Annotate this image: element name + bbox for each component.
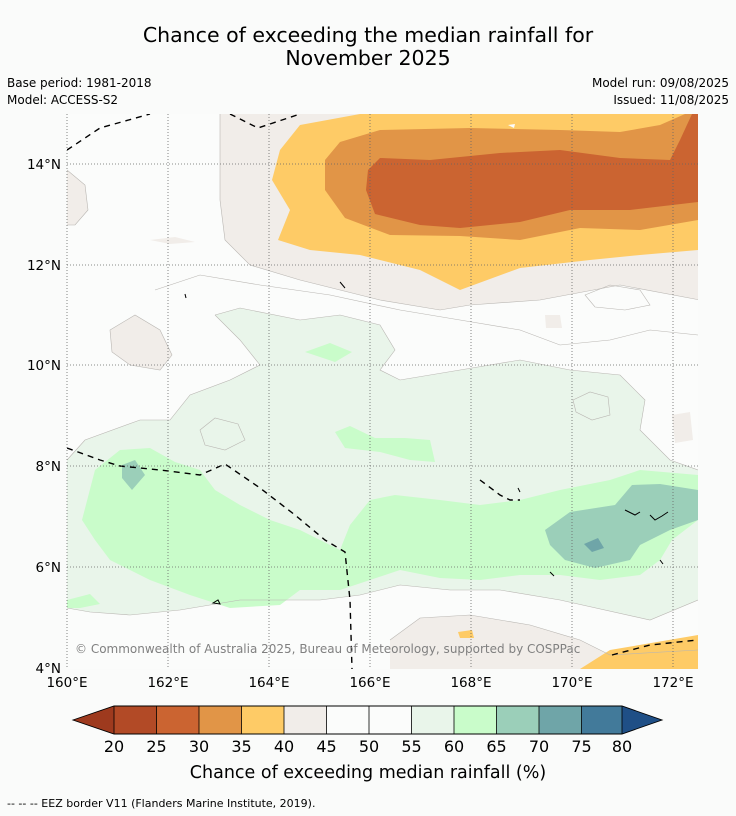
- colorbar-tick-label: 75: [571, 737, 591, 756]
- region-60-65-west: [82, 448, 698, 608]
- colorbar-segment: [539, 706, 582, 734]
- region-60-65-blob2: [335, 426, 435, 462]
- colorbar-tick-label: 20: [104, 737, 124, 756]
- region-45-55-hole: [508, 124, 515, 128]
- region-60-65-blob1: [305, 343, 352, 362]
- rainfall-map: 160°E 162°E 164°E 166°E 168°E 170°E 172°…: [27, 114, 698, 783]
- x-tick-label: 164°E: [248, 675, 289, 691]
- colorbar-tick-label: 40: [274, 737, 294, 756]
- y-tick-label: 10°N: [27, 358, 61, 374]
- colorbar-segment: [326, 706, 369, 734]
- colorbar-tick-label: 50: [359, 737, 379, 756]
- colorbar-tick-label: 70: [529, 737, 549, 756]
- colorbar-segment: [284, 706, 327, 734]
- colorbar-tick-label: 35: [231, 737, 251, 756]
- colorbar-segment: [581, 706, 622, 734]
- y-tick-label: 12°N: [27, 258, 61, 274]
- region-40-45-left: [110, 315, 172, 370]
- colorbar-tick-label: 60: [444, 737, 464, 756]
- colorbar-tick-label: 25: [146, 737, 166, 756]
- colorbar-segment: [156, 706, 199, 734]
- region-25-30: [366, 114, 698, 228]
- probability-shading: [67, 114, 698, 669]
- region-65-70-west: [122, 460, 145, 490]
- coastlines: [184, 281, 669, 605]
- model-run-label: Model run: 09/08/2025: [591, 76, 729, 90]
- colorbar-tick-label: 45: [316, 737, 336, 756]
- x-axis-ticks: 160°E 162°E 164°E 166°E 168°E 170°E 172°…: [46, 675, 693, 691]
- x-tick-label: 166°E: [349, 675, 390, 691]
- x-tick-label: 172°E: [652, 675, 693, 691]
- y-tick-label: 8°N: [36, 459, 61, 475]
- region-40-45-west: [67, 170, 88, 225]
- colorbar-tick-label: 65: [486, 737, 506, 756]
- issued-label: Issued: 11/08/2025: [613, 93, 729, 107]
- colorbar-segment: [411, 706, 454, 734]
- y-tick-label: 4°N: [36, 661, 61, 677]
- x-tick-label: 160°E: [46, 675, 87, 691]
- colorbar-title: Chance of exceeding median rainfall (%): [190, 763, 546, 783]
- region-40-45-small: [150, 237, 195, 244]
- region-65-70-east: [545, 484, 698, 568]
- colorbar-extend-low: [73, 706, 114, 734]
- colorbar-segment: [114, 706, 157, 734]
- copyright-notice: © Commonwealth of Australia 2025, Bureau…: [75, 642, 580, 656]
- region-70-75: [584, 538, 604, 552]
- colorbar-extend-high: [622, 706, 662, 734]
- colorbar: 20 25 30 35 40 45 50 55 60 65 70 75 80 C…: [71, 705, 664, 783]
- graticule: [66, 114, 698, 669]
- x-tick-label: 170°E: [551, 675, 592, 691]
- model-label: Model: ACCESS-S2: [7, 93, 119, 107]
- y-axis-ticks: 14°N 12°N 10°N 8°N 6°N 4°N: [27, 157, 61, 677]
- map-title-line-1: Chance of exceeding the median rainfall …: [142, 23, 594, 47]
- x-tick-label: 162°E: [147, 675, 188, 691]
- colorbar-tick-label: 55: [401, 737, 421, 756]
- region-40-45-dot1: [545, 315, 562, 328]
- x-tick-label: 168°E: [450, 675, 491, 691]
- colorbar-segment: [241, 706, 284, 734]
- probability-contours: [67, 114, 698, 656]
- colorbar-tick-label: 80: [612, 737, 632, 756]
- colorbar-segment: [199, 706, 242, 734]
- y-tick-label: 6°N: [36, 560, 61, 576]
- colorbar-outline: [71, 705, 664, 735]
- y-tick-label: 14°N: [27, 157, 61, 173]
- base-period-label: Base period: 1981-2018: [7, 76, 152, 90]
- colorbar-segment: [369, 706, 412, 734]
- colorbar-segment: [496, 706, 539, 734]
- map-title-line-2: November 2025: [285, 46, 451, 70]
- region-35-40-dot: [458, 630, 474, 638]
- region-60-65-blob3: [67, 594, 100, 608]
- colorbar-tick-label: 30: [189, 737, 209, 756]
- eez-border: [67, 114, 698, 669]
- eez-border-footnote: -- -- -- EEZ border V11 (Flanders Marine…: [7, 797, 316, 810]
- colorbar-segment: [454, 706, 497, 734]
- region-40-45-dot2: [672, 412, 693, 443]
